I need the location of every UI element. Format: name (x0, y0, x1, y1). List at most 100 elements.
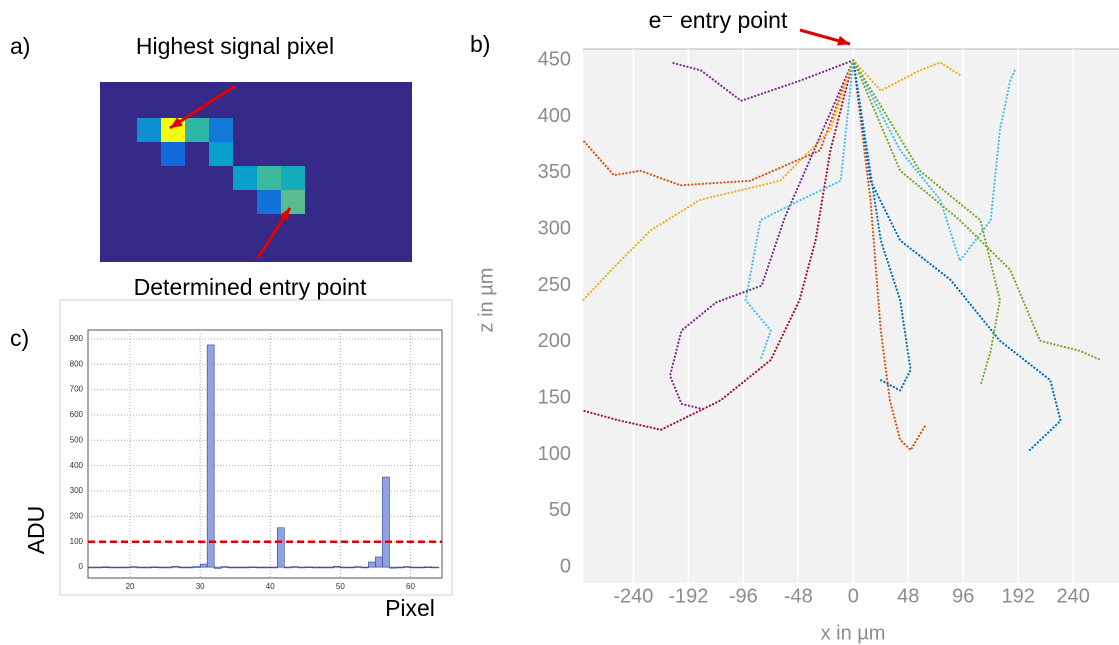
histogram-bar (235, 567, 242, 568)
heatmap-cell (281, 190, 305, 214)
x-tick-label: 240 (1057, 585, 1090, 607)
histogram-bar (221, 567, 228, 568)
heatmap-cell (281, 166, 305, 190)
histogram-bar (102, 567, 109, 568)
histogram-bar (95, 567, 102, 568)
x-tick-label: -48 (784, 585, 813, 607)
y-axis-label: z in µm (475, 268, 497, 333)
histogram-bar (417, 567, 424, 568)
histogram-bar (193, 567, 200, 568)
histogram-bar (270, 567, 277, 568)
histogram-bar (375, 557, 382, 567)
histogram-bar (396, 567, 403, 568)
figure: a) b) c) Highest signal pixel Determined… (0, 0, 1119, 645)
histogram-bar (249, 567, 256, 568)
histogram-bar (277, 528, 284, 567)
histogram-bar (179, 567, 186, 568)
y-tick-label: 250 (538, 274, 571, 296)
histogram-bar (116, 567, 123, 568)
x-tick-label: -192 (668, 585, 708, 607)
y-tick-label: 350 (538, 161, 571, 183)
panel-label: c) (10, 325, 29, 351)
panel-label: a) (10, 33, 30, 59)
y-tick-label: 200 (70, 511, 84, 520)
panel-label: b) (470, 31, 490, 57)
x-tick-label: -240 (613, 585, 653, 607)
y-tick-label: 800 (70, 359, 84, 368)
histogram-bar (242, 567, 249, 568)
histogram-bar (326, 567, 333, 568)
histogram-bar (284, 567, 291, 568)
annotation: Determined entry point (134, 274, 367, 300)
x-axis-label: x in µm (821, 622, 886, 644)
histogram-bar (410, 567, 417, 568)
y-tick-label: 0 (560, 556, 571, 578)
y-tick-label: 700 (70, 385, 84, 394)
histogram-bar (137, 567, 144, 568)
histogram-bar (305, 567, 312, 568)
histogram-bar (319, 567, 326, 568)
histogram-bar (340, 567, 347, 568)
annotation: e⁻ entry point (649, 7, 788, 33)
y-tick-label: 450 (538, 49, 571, 71)
histogram-bar (291, 567, 298, 568)
x-axis-label: Pixel (385, 595, 435, 621)
heatmap-cell (233, 166, 257, 190)
histogram-bar (256, 567, 263, 568)
heatmap-cell (185, 118, 209, 142)
y-tick-label: 150 (538, 387, 571, 409)
x-tick-label: 50 (336, 582, 345, 591)
histogram-bar (109, 567, 116, 568)
y-tick-label: 200 (538, 330, 571, 352)
y-tick-label: 500 (70, 435, 84, 444)
y-tick-label: 50 (549, 499, 571, 521)
histogram-bar (172, 566, 179, 567)
histogram-bar (424, 567, 431, 568)
x-tick-label: 60 (406, 582, 415, 591)
x-tick-label: 48 (897, 585, 919, 607)
histogram-bar (389, 567, 396, 568)
histogram-bar (347, 567, 354, 568)
histogram-bar (88, 567, 95, 568)
heatmap-cell (161, 142, 185, 166)
histogram-bar (207, 345, 214, 567)
y-tick-label: 400 (70, 461, 84, 470)
histogram-bar (165, 567, 172, 568)
histogram-bar (144, 567, 151, 568)
y-axis-label: ADU (23, 506, 49, 555)
histogram-bar (382, 477, 389, 567)
plot-area (583, 49, 1119, 583)
x-tick-label: -96 (729, 585, 758, 607)
histogram-bar (368, 562, 375, 567)
y-tick-label: 300 (538, 218, 571, 240)
y-tick-label: 100 (538, 443, 571, 465)
histogram-bar (151, 567, 158, 568)
histogram-bar (354, 567, 361, 568)
x-tick-label: 20 (126, 582, 135, 591)
histogram-bar (186, 567, 193, 568)
histogram-bar (333, 566, 340, 567)
x-tick-label: 0 (848, 585, 859, 607)
histogram-bar (214, 567, 221, 568)
heatmap-cell (209, 142, 233, 166)
histogram-bar (431, 567, 438, 568)
annotation: Highest signal pixel (136, 33, 334, 59)
histogram-bar (403, 567, 410, 568)
y-tick-label: 600 (70, 410, 84, 419)
heatmap-cell (257, 166, 281, 190)
histogram-bar (130, 567, 137, 568)
heatmap-cell (137, 118, 161, 142)
x-tick-label: 192 (1002, 585, 1035, 607)
y-tick-label: 300 (70, 486, 84, 495)
histogram-bar (298, 567, 305, 568)
heatmap-cell (257, 190, 281, 214)
heatmap-cell (209, 118, 233, 142)
histogram-bar (361, 567, 368, 568)
y-tick-label: 0 (79, 562, 84, 571)
x-tick-label: 40 (266, 582, 275, 591)
y-tick-label: 400 (538, 105, 571, 127)
x-tick-label: 96 (952, 585, 974, 607)
y-tick-label: 100 (70, 537, 84, 546)
histogram-bar (158, 567, 165, 568)
y-tick-label: 900 (70, 334, 84, 343)
